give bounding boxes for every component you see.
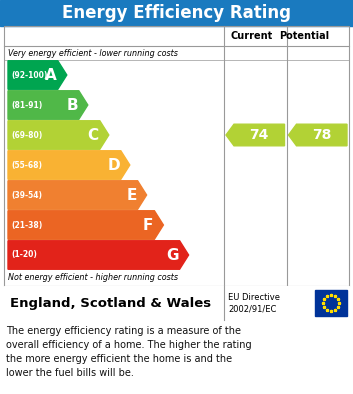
Text: D: D	[107, 158, 120, 173]
Polygon shape	[8, 151, 130, 179]
Text: Not energy efficient - higher running costs: Not energy efficient - higher running co…	[8, 273, 178, 282]
Bar	[315, 290, 347, 316]
Text: Potential: Potential	[279, 31, 329, 41]
Text: Energy Efficiency Rating: Energy Efficiency Rating	[62, 4, 291, 22]
Text: (69-80): (69-80)	[11, 130, 42, 139]
Text: Current: Current	[231, 31, 273, 41]
Text: 78: 78	[312, 128, 331, 142]
Text: G: G	[166, 247, 179, 262]
Polygon shape	[8, 61, 67, 89]
Polygon shape	[8, 121, 109, 149]
Text: C: C	[88, 128, 99, 143]
Text: A: A	[45, 67, 57, 82]
Text: EU Directive
2002/91/EC: EU Directive 2002/91/EC	[228, 293, 280, 313]
Polygon shape	[8, 91, 88, 119]
Text: B: B	[66, 97, 78, 113]
Bar	[4, 286, 349, 320]
Text: Very energy efficient - lower running costs: Very energy efficient - lower running co…	[8, 48, 178, 58]
Text: (55-68): (55-68)	[11, 160, 42, 169]
Text: England, Scotland & Wales: England, Scotland & Wales	[10, 297, 211, 310]
Bar	[0, 0, 353, 26]
Polygon shape	[226, 124, 285, 146]
Text: (21-38): (21-38)	[11, 221, 42, 229]
Bar	[4, 26, 349, 286]
Text: E: E	[126, 188, 137, 203]
Text: (1-20): (1-20)	[11, 251, 37, 260]
Text: 74: 74	[250, 128, 269, 142]
Text: The energy efficiency rating is a measure of the
overall efficiency of a home. T: The energy efficiency rating is a measur…	[6, 326, 252, 378]
Text: F: F	[143, 217, 154, 232]
Text: (92-100): (92-100)	[11, 71, 47, 80]
Polygon shape	[8, 241, 189, 269]
Polygon shape	[8, 181, 146, 209]
Polygon shape	[288, 124, 347, 146]
Text: (39-54): (39-54)	[11, 191, 42, 199]
Polygon shape	[8, 211, 163, 239]
Text: (81-91): (81-91)	[11, 100, 42, 110]
